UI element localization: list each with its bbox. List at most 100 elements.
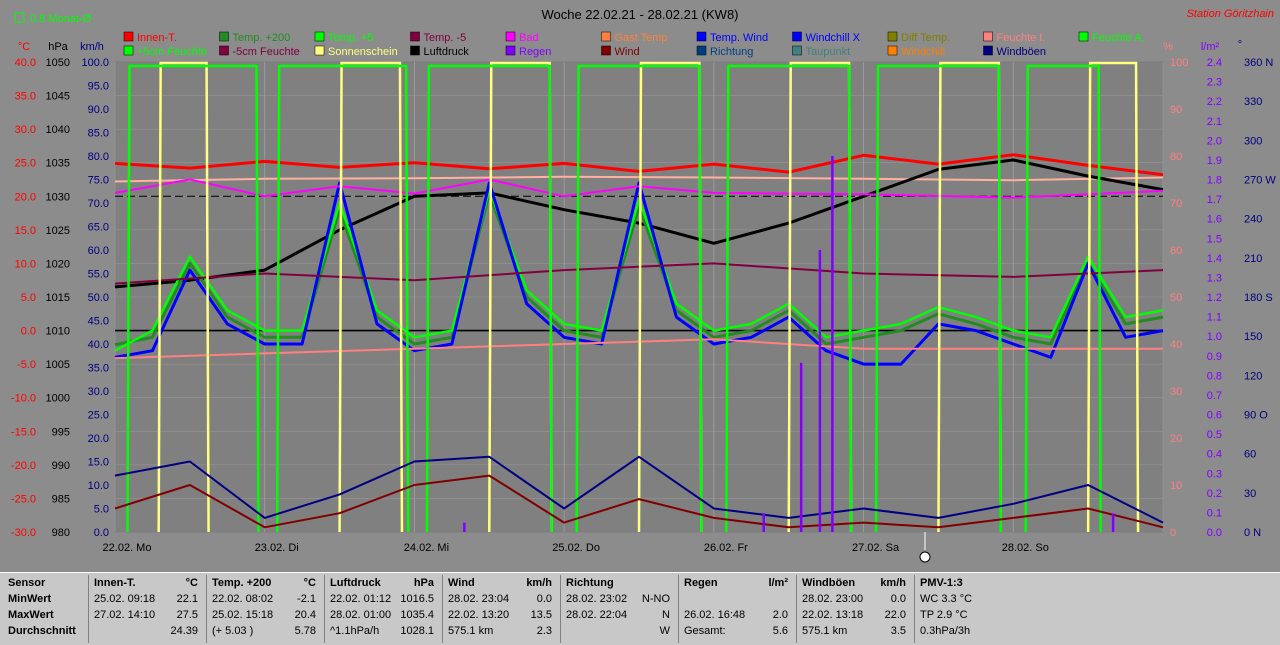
stats-cell-label: 22.02. 13:18 [802, 609, 864, 621]
stats-cell-row: TP 2.9 °C [920, 609, 1030, 625]
legend-label: Taupunkt [806, 46, 851, 58]
stats-cell-row: 25.02. 09:18 22.1 [94, 593, 198, 609]
wind-tick-label: 100.0 [81, 57, 109, 69]
stats-cell-label: 26.02. 16:48 [684, 609, 746, 621]
stats-cell-row: 575.1 km 2.3 [448, 625, 552, 641]
rain-unit: l/m² [1201, 41, 1220, 53]
rain-tick-label: 1.9 [1207, 155, 1222, 167]
pressure-tick-label: 1000 [46, 393, 70, 405]
direction-tick-label: 150 [1244, 331, 1262, 343]
rain-tick-label: 0.0 [1207, 527, 1222, 539]
stats-cell-row: W [566, 625, 670, 641]
stats-cell-value: 2.0 [772, 609, 788, 621]
direction-tick-label: 300 [1244, 135, 1262, 147]
stats-separator [324, 575, 325, 643]
stats-cell-label: 25.02. 15:18 [212, 609, 274, 621]
pressure-tick-label: 1010 [46, 326, 70, 338]
series--5cm-feuchte [275, 64, 410, 533]
day-label: 28.02. So [1002, 542, 1049, 554]
rain-tick-label: 1.7 [1207, 194, 1222, 206]
pressure-tick-label: 1035 [46, 158, 70, 170]
stats-cell-value: N-NO [641, 593, 670, 605]
humidity-tick-label: 60 [1170, 245, 1182, 257]
legend-label: Feuchte I. [997, 32, 1046, 44]
stats-column-header: Richtung [566, 577, 670, 593]
pressure-tick-label: 980 [52, 527, 70, 539]
monthly-average-toggle[interactable]: 0.8 Monat-Ø [14, 12, 92, 25]
stats-column: Luftdruck hPa 22.02. 01:12 1016.5 28.02. 01:… [330, 577, 434, 641]
direction-tick-label: 90 O [1244, 410, 1268, 422]
temp-tick-label: 5.0 [21, 292, 36, 304]
time-scroll-handle[interactable] [919, 551, 931, 563]
temp-tick-label: 0.0 [21, 326, 36, 338]
rain-tick-label: 1.2 [1207, 292, 1222, 304]
wind-tick-label: 70.0 [88, 198, 109, 210]
stats-cell-row: 28.02. 23:00 0.0 [802, 593, 906, 609]
humidity-unit: % [1163, 41, 1173, 53]
direction-tick-label: 0 N [1244, 527, 1261, 539]
stats-cell-label: 22.02. 13:20 [448, 609, 510, 621]
station-name: Station Göritzhain [1187, 8, 1274, 20]
legend-label: Windböen [997, 46, 1047, 58]
stats-separator [88, 575, 89, 643]
direction-tick-label: 180 S [1244, 292, 1273, 304]
legend-swatch [983, 45, 993, 56]
stats-cell-value: 20.4 [294, 609, 316, 621]
pressure-tick-label: 1015 [46, 292, 70, 304]
legend-swatch [601, 45, 611, 56]
pressure-tick-label: 1045 [46, 91, 70, 103]
stats-cell-label: TP 2.9 °C [920, 609, 968, 621]
temp-tick-label: 15.0 [15, 225, 36, 237]
legend-label: Gast Temp [615, 32, 668, 44]
pressure-tick-label: 1030 [46, 191, 70, 203]
axis-layer: 40.0 35.0 30.0 25.0 20.0 15.0 10.0 5.0 0.0 -5.0 -1… [11, 39, 1276, 554]
wind-tick-label: 25.0 [88, 410, 109, 422]
stats-cell-value: 5.78 [294, 625, 316, 637]
legend-swatch [887, 31, 898, 42]
stats-cell-row: Gesamt: 5.6 [684, 625, 788, 641]
rain-tick-label: 0.1 [1207, 507, 1222, 519]
stats-cell-row: 22.02. 01:12 1016.5 [330, 593, 434, 609]
stats-cell-row: 24.39 [94, 625, 198, 641]
stats-separator [442, 575, 443, 643]
stats-separator [796, 575, 797, 643]
day-label: 24.02. Mi [404, 542, 449, 554]
legend-swatch [505, 45, 516, 56]
direction-tick-label: 30 [1244, 488, 1256, 500]
rain-tick-label: 2.3 [1207, 77, 1222, 89]
stats-column-header: Wind km/h [448, 577, 552, 593]
series-innen-t- [114, 153, 1164, 177]
wind-tick-label: 50.0 [88, 292, 109, 304]
row-label: MinWert [8, 593, 52, 605]
wind-tick-label: 60.0 [88, 245, 109, 257]
direction-tick-label: 240 [1244, 214, 1262, 226]
series-wind [114, 474, 1164, 529]
pressure-tick-label: 995 [52, 426, 70, 438]
legend-label: Wind [615, 46, 640, 58]
wind-tick-label: 35.0 [88, 363, 109, 375]
rain-tick-label: 0.9 [1207, 351, 1222, 363]
series-sonnenschein [157, 61, 210, 533]
humidity-tick-label: 90 [1170, 104, 1182, 116]
wind-tick-label: 10.0 [88, 480, 109, 492]
wind-tick-label: 55.0 [88, 269, 109, 281]
legend-swatch [219, 31, 229, 42]
checkbox-icon[interactable] [14, 12, 25, 23]
direction-unit: ° [1238, 39, 1242, 51]
stats-cell-label: 22.02. 08:02 [212, 593, 274, 605]
day-label: 23.02. Di [255, 542, 299, 554]
legend-label: Temp. +200 [233, 32, 291, 44]
stats-column-unit: °C [303, 577, 316, 589]
stats-column-unit: °C [185, 577, 198, 589]
legend-swatch [696, 45, 707, 56]
legend-swatch [601, 31, 611, 42]
stats-column-header: Temp. +200 °C [212, 577, 316, 593]
legend-label: Innen-T. [137, 32, 177, 44]
wind-tick-label: 85.0 [88, 128, 109, 140]
stats-cell-value: 1016.5 [400, 593, 434, 605]
wind-tick-label: 5.0 [94, 504, 109, 516]
stats-column-header: Innen-T. °C [94, 577, 198, 593]
humidity-tick-label: 40 [1170, 339, 1182, 351]
stats-cell-label: 22.02. 01:12 [330, 593, 392, 605]
legend-label: Temp. +5 [328, 32, 374, 44]
